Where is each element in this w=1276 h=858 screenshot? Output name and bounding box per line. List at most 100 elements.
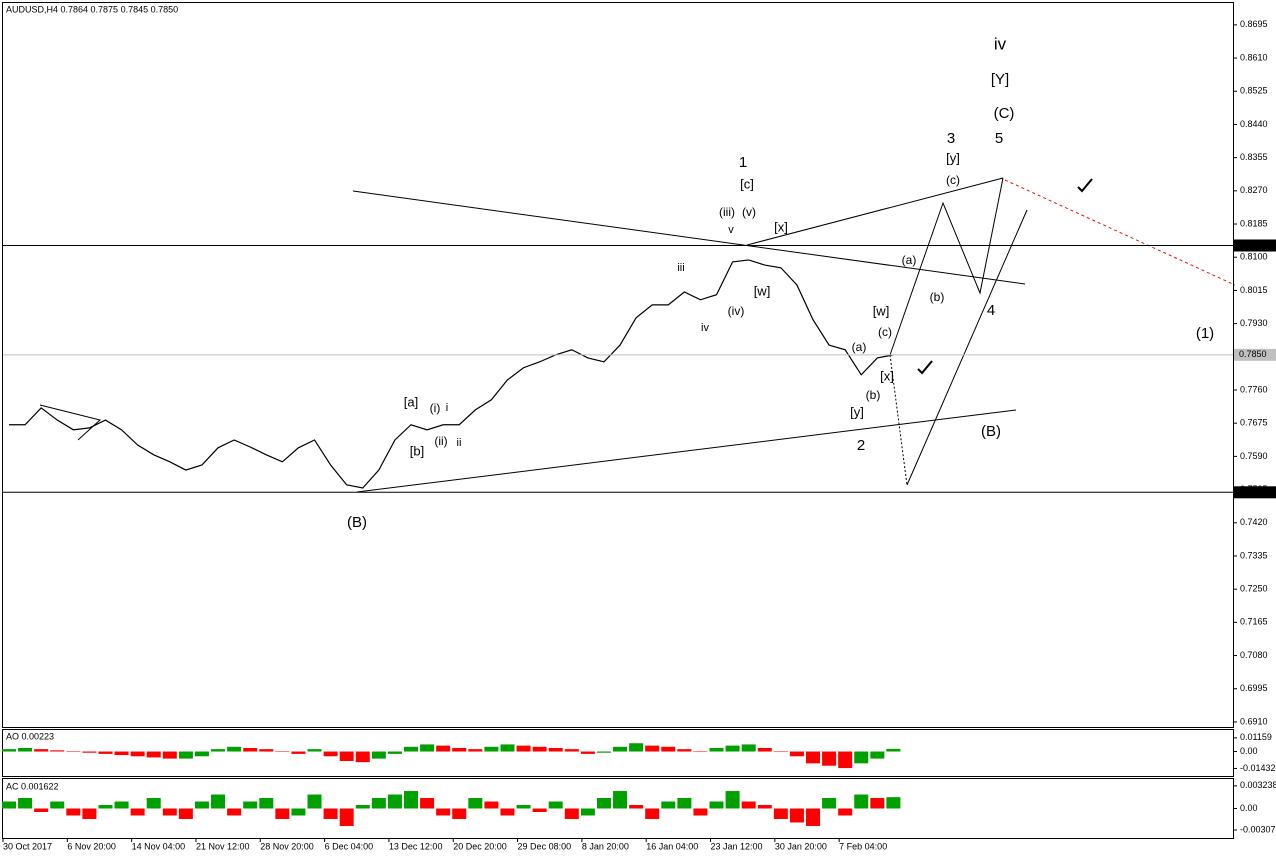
- wave-label: (b): [866, 388, 881, 402]
- histogram-bar: [532, 746, 547, 752]
- histogram-bar: [436, 808, 451, 816]
- histogram-bar: [773, 808, 788, 819]
- histogram-bar: [789, 751, 804, 757]
- histogram-bar: [532, 808, 547, 812]
- histogram-bar: [323, 808, 338, 819]
- level-box: [1234, 348, 1276, 361]
- histogram-bar: [629, 805, 644, 809]
- histogram-bar: [275, 808, 290, 819]
- check-mark: [917, 360, 933, 375]
- wave-label: [a]: [404, 394, 418, 409]
- y-tick-label: 0.8525: [1240, 86, 1268, 96]
- histogram-bar: [404, 746, 418, 752]
- histogram-bar: [645, 745, 660, 752]
- wave-label: [y]: [946, 150, 960, 165]
- histogram-bar: [291, 808, 306, 816]
- x-tick-label: 29 Dec 08:00: [518, 841, 572, 851]
- histogram-bar: [18, 747, 33, 752]
- y-tick-label: 0.8100: [1240, 252, 1268, 262]
- histogram-bar: [162, 808, 177, 816]
- histogram-bar: [339, 751, 354, 761]
- wave-label: (B): [347, 514, 367, 531]
- histogram-bar: [34, 808, 49, 812]
- x-tick-label: 30 Oct 2017: [3, 841, 52, 851]
- histogram-bar: [677, 798, 692, 809]
- histogram-bar: [66, 808, 81, 816]
- wave-label: [b]: [410, 443, 424, 458]
- histogram-bar: [227, 746, 242, 752]
- x-tick-label: 7 Feb 04:00: [839, 841, 887, 851]
- histogram-bar: [98, 751, 113, 754]
- wave-label: (1): [1196, 325, 1214, 342]
- y-tick-label: 0.8610: [1240, 52, 1268, 62]
- y-tick-label: 0.6995: [1240, 683, 1268, 693]
- histogram-bar: [725, 745, 740, 752]
- wave-label: (a): [852, 340, 867, 354]
- triangle: [39, 404, 102, 441]
- histogram-bar: [194, 801, 209, 809]
- x-tick-label: 20 Dec 20:00: [453, 841, 507, 851]
- histogram-bar: [516, 745, 531, 752]
- y-tick-label: 0.7590: [1240, 451, 1268, 461]
- histogram-bar: [146, 751, 161, 758]
- wave-label: (a): [902, 253, 917, 267]
- histogram-bar: [66, 751, 81, 753]
- histogram-bar: [854, 794, 869, 809]
- histogram-bar: [291, 751, 306, 754]
- histogram-bar: [82, 808, 97, 819]
- histogram-bar: [548, 747, 563, 752]
- histogram-bar: [50, 801, 65, 809]
- wave-label: 5: [995, 130, 1003, 147]
- y-tick-label: 0.7420: [1240, 517, 1268, 527]
- x-tick-label: 13 Dec 12:00: [389, 841, 443, 851]
- level-label: 0.7850: [1239, 349, 1267, 359]
- histogram-bar: [468, 749, 483, 752]
- histogram-bar: [548, 801, 563, 809]
- level-box: [1234, 486, 1276, 499]
- histogram-bar: [613, 746, 628, 752]
- histogram-bar: [484, 746, 499, 752]
- price-line: [9, 259, 894, 489]
- wave-label: 3: [947, 130, 955, 147]
- wave-label: iv: [701, 322, 709, 334]
- level-label: 0.8130: [1239, 240, 1267, 250]
- wave-label: 4: [987, 302, 995, 319]
- trend-line: [352, 190, 1026, 285]
- y-tick-label: 0.01159: [1240, 732, 1272, 742]
- histogram-bar: [516, 805, 531, 809]
- histogram-bar: [404, 791, 418, 809]
- histogram-bar: [211, 749, 226, 752]
- ac-title: AC 0.001622: [6, 781, 59, 791]
- histogram-bar: [114, 801, 129, 809]
- histogram-bar: [130, 808, 145, 816]
- histogram-bar: [500, 744, 515, 752]
- histogram-bar: [275, 751, 290, 753]
- trend-line: [746, 177, 1004, 246]
- histogram-bar: [339, 808, 354, 826]
- histogram-bar: [596, 798, 611, 809]
- level-label: 0.7498: [1239, 487, 1267, 497]
- wave-label: i: [446, 402, 448, 414]
- y-tick-label: 0.00: [1240, 803, 1258, 813]
- wave-label: [y]: [850, 404, 864, 419]
- histogram-bar: [661, 746, 676, 752]
- histogram-bar: [725, 791, 740, 809]
- ao-title: AO 0.00223: [6, 731, 54, 741]
- chart-title: AUDUSD,H4 0.7864 0.7875 0.7845 0.7850: [6, 4, 178, 14]
- histogram-bar: [307, 749, 322, 752]
- histogram-bar: [468, 798, 483, 809]
- histogram-bar: [371, 798, 386, 809]
- histogram-bar: [452, 808, 467, 819]
- histogram-bar: [18, 798, 33, 809]
- y-tick-label: 0.8270: [1240, 185, 1268, 195]
- wave-label: (iv): [728, 304, 745, 318]
- histogram-bar: [259, 749, 274, 752]
- histogram-bar: [98, 805, 113, 809]
- wave-label: (c): [878, 325, 892, 339]
- histogram-bar: [645, 808, 660, 819]
- y-tick-label: 0.6910: [1240, 716, 1268, 726]
- histogram-bar: [484, 801, 499, 809]
- y-tick-label: 0.7080: [1240, 650, 1268, 660]
- x-tick-label: 6 Nov 20:00: [67, 841, 116, 851]
